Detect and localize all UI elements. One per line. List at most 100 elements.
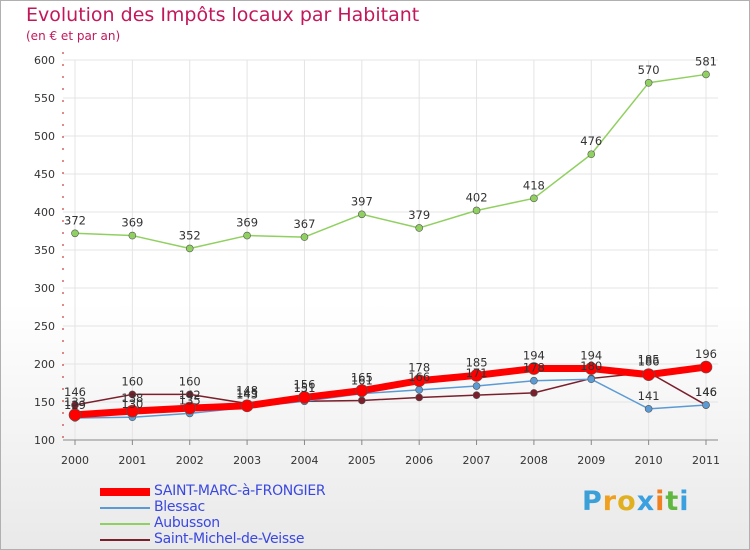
data-point-aubusson bbox=[71, 229, 79, 238]
y-tick-label: 100 bbox=[34, 434, 55, 447]
logo-letter: P bbox=[582, 486, 603, 517]
data-point-blessac bbox=[587, 375, 596, 384]
data-point-blessac bbox=[415, 386, 423, 394]
data-point-aubusson bbox=[128, 231, 137, 240]
data-point-saint-marc-frongier bbox=[584, 362, 598, 375]
data-label-blessac: 180 bbox=[580, 359, 602, 373]
data-label-saint-michel-de-veisse: 185 bbox=[638, 352, 660, 366]
legend-label: SAINT-MARC-à-FRONGIER bbox=[154, 483, 326, 499]
data-label-saint-michel-de-veisse: 151 bbox=[293, 381, 315, 395]
x-tick-label: 2009 bbox=[577, 454, 605, 467]
y-tick-label: 600 bbox=[34, 54, 55, 67]
data-label-saint-marc-frongier: 185 bbox=[466, 355, 488, 369]
y-tick-label: 350 bbox=[34, 244, 55, 257]
data-label-saint-michel-de-veisse: 146 bbox=[695, 385, 717, 399]
data-point-saint-michel-de-veisse bbox=[71, 401, 79, 409]
legend-swatch bbox=[100, 507, 150, 509]
data-label-blessac: 129 bbox=[64, 398, 86, 412]
data-point-saint-marc-frongier bbox=[68, 408, 82, 422]
y-tick-label: 450 bbox=[34, 168, 55, 181]
x-tick-label: 2001 bbox=[118, 454, 146, 467]
y-tick-label: 500 bbox=[34, 130, 55, 143]
x-tick-label: 2004 bbox=[290, 454, 318, 467]
data-label-saint-marc-frongier: 194 bbox=[523, 349, 545, 363]
series-line-saint-michel-de-veisse bbox=[74, 371, 707, 406]
data-label-blessac: 161 bbox=[351, 374, 373, 388]
data-label-blessac: 141 bbox=[638, 389, 660, 403]
y-tick-label: 550 bbox=[34, 92, 55, 105]
data-label-saint-michel-de-veisse: 160 bbox=[121, 374, 143, 388]
x-tick-label: 2011 bbox=[692, 454, 720, 467]
legend-label: Saint-Michel-de-Veisse bbox=[154, 531, 305, 547]
data-label-blessac: 143 bbox=[236, 387, 258, 401]
data-point-saint-marc-frongier bbox=[412, 374, 426, 388]
legend-swatch bbox=[100, 488, 150, 496]
legend-swatch bbox=[100, 539, 150, 541]
x-tick-label: 2007 bbox=[463, 454, 491, 467]
data-point-aubusson bbox=[587, 150, 596, 159]
data-label-blessac: 135 bbox=[179, 393, 201, 407]
data-point-aubusson bbox=[702, 70, 710, 79]
y-tick-label: 150 bbox=[34, 396, 55, 409]
data-label-saint-michel-de-veisse: 160 bbox=[179, 374, 201, 388]
data-point-saint-marc-frongier bbox=[355, 384, 369, 397]
x-tick-label: 2008 bbox=[520, 454, 548, 467]
data-label-aubusson: 369 bbox=[121, 216, 143, 230]
data-label-saint-marc-frongier: 186 bbox=[638, 355, 660, 369]
legend-label: Blessac bbox=[154, 499, 205, 515]
x-tick-label: 2002 bbox=[176, 454, 204, 467]
logo-letter: i bbox=[655, 486, 666, 517]
data-label-aubusson: 379 bbox=[408, 208, 430, 222]
data-point-saint-michel-de-veisse bbox=[415, 393, 423, 402]
data-point-aubusson bbox=[530, 194, 538, 203]
x-tick-label: 2006 bbox=[405, 454, 433, 467]
data-label-aubusson: 418 bbox=[523, 178, 545, 192]
chart-subtitle: (en € et par an) bbox=[26, 29, 121, 43]
data-label-saint-marc-frongier: 133 bbox=[64, 395, 86, 409]
data-label-saint-michel-de-veisse: 146 bbox=[64, 385, 86, 399]
proxiti-logo: Proxiti bbox=[582, 486, 690, 517]
logo-letter: x bbox=[636, 486, 656, 517]
data-point-saint-marc-frongier bbox=[527, 362, 541, 375]
data-point-aubusson bbox=[415, 224, 423, 232]
data-label-aubusson: 476 bbox=[580, 134, 602, 148]
logo-letter: r bbox=[602, 486, 618, 517]
data-label-saint-marc-frongier: 142 bbox=[179, 388, 201, 402]
data-point-aubusson bbox=[185, 244, 194, 253]
data-point-saint-marc-frongier bbox=[699, 360, 713, 374]
data-label-blessac: 130 bbox=[121, 397, 143, 411]
data-point-aubusson bbox=[358, 210, 366, 219]
data-label-saint-marc-frongier: 138 bbox=[121, 391, 143, 405]
data-point-saint-michel-de-veisse bbox=[472, 391, 481, 399]
data-point-saint-michel-de-veisse bbox=[128, 390, 137, 399]
data-point-saint-marc-frongier bbox=[240, 399, 254, 413]
data-point-aubusson bbox=[243, 231, 251, 240]
data-label-blessac: 146 bbox=[695, 385, 717, 399]
data-point-saint-marc-frongier bbox=[126, 404, 139, 418]
data-label-blessac: 151 bbox=[293, 381, 315, 395]
data-label-saint-michel-de-veisse: 148 bbox=[236, 384, 258, 398]
data-label-saint-marc-frongier: 178 bbox=[408, 361, 430, 375]
y-tick-label: 200 bbox=[34, 358, 55, 371]
logo-letter: t bbox=[665, 486, 680, 517]
data-label-blessac: 178 bbox=[523, 361, 545, 375]
x-tick-label: 2010 bbox=[635, 454, 663, 467]
data-point-saint-marc-frongier bbox=[470, 369, 483, 382]
data-label-aubusson: 352 bbox=[179, 228, 201, 242]
x-tick-label: 2005 bbox=[348, 454, 376, 467]
data-label-blessac: 166 bbox=[408, 370, 430, 384]
data-point-blessac bbox=[472, 382, 481, 390]
logo-letter: i bbox=[679, 486, 690, 517]
series-line-saint-marc-frongier bbox=[74, 363, 707, 419]
data-point-blessac bbox=[644, 405, 653, 413]
data-point-saint-michel-de-veisse bbox=[358, 396, 366, 405]
logo-letter: o bbox=[617, 486, 637, 517]
x-tick-label: 2000 bbox=[61, 454, 89, 467]
data-point-aubusson bbox=[472, 206, 481, 215]
data-label-aubusson: 570 bbox=[638, 63, 660, 77]
data-point-saint-michel-de-veisse bbox=[185, 390, 194, 399]
x-tick-label: 2003 bbox=[233, 454, 261, 467]
data-point-blessac bbox=[702, 401, 710, 409]
data-label-aubusson: 367 bbox=[293, 217, 315, 231]
